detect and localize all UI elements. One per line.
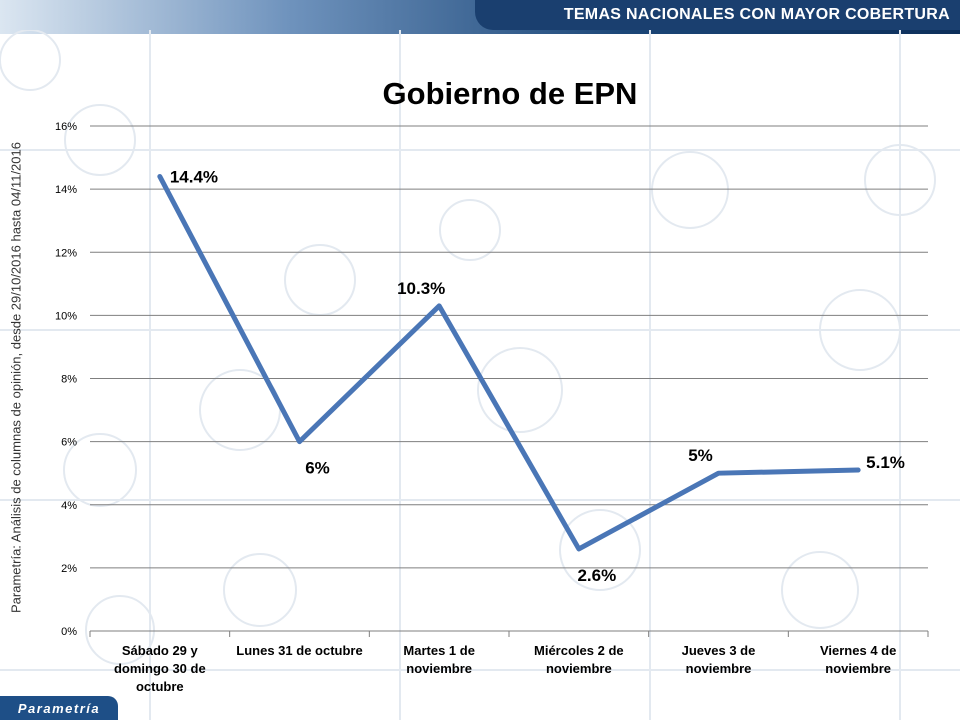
x-axis-ticks: Sábado 29 y domingo 30 de octubre Lunes 31 … — [114, 643, 896, 694]
y-tick-label: 2% — [61, 563, 77, 575]
header-label-box: TEMAS NACIONALES CON MAYOR COBERTURA — [475, 0, 960, 30]
brand-logo-text: Parametría — [17, 700, 101, 716]
y-axis-ticks: 0% 2% 4% 6% 8% 10% 12% 14% 16% — [55, 121, 77, 638]
data-label: 5% — [688, 446, 713, 465]
y-tick-label: 10% — [55, 310, 77, 322]
series-line — [157, 174, 861, 552]
chart-title: Gobierno de EPN — [383, 76, 638, 111]
x-tick-label: Sábado 29 y domingo 30 de octubre — [114, 643, 206, 694]
data-label: 10.3% — [397, 279, 445, 298]
gridlines — [89, 125, 929, 637]
x-tick-label: Viernes 4 de noviembre — [820, 643, 896, 676]
data-label: 14.4% — [170, 168, 218, 187]
watermark-background — [0, 30, 960, 720]
x-tick-label: Jueves 3 de noviembre — [682, 643, 756, 676]
y-tick-label: 4% — [61, 500, 77, 512]
data-label: 6% — [305, 459, 330, 478]
data-labels: 14.4% 6% 10.3% 2.6% 5% 5.1% — [170, 168, 905, 585]
x-tick-label: Lunes 31 de octubre — [236, 643, 362, 658]
x-tick-label: Martes 1 de noviembre — [403, 643, 475, 676]
y-tick-label: 0% — [61, 626, 77, 638]
source-note: Parametría: Análisis de columnas de opin… — [8, 142, 24, 613]
y-tick-label: 8% — [61, 374, 77, 386]
y-tick-label: 16% — [55, 121, 77, 133]
x-tick-label: Miércoles 2 de noviembre — [534, 643, 624, 676]
brand-logo: Parametría — [0, 696, 118, 720]
data-label: 2.6% — [577, 566, 616, 585]
header-banner-text: TEMAS NACIONALES CON MAYOR COBERTURA — [563, 6, 950, 23]
y-tick-label: 6% — [61, 437, 77, 449]
data-label: 5.1% — [866, 453, 905, 472]
y-tick-label: 12% — [55, 247, 77, 259]
y-tick-label: 14% — [55, 184, 77, 196]
